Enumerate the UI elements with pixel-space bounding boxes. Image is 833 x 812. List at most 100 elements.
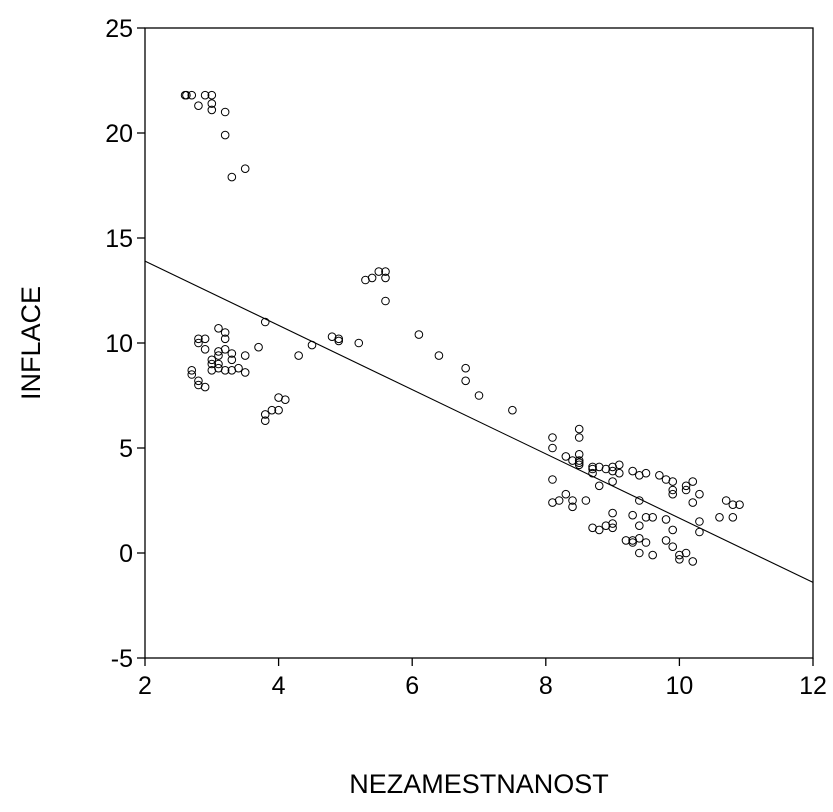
data-point: [194, 334, 203, 344]
y-tick-label: -5: [111, 645, 133, 673]
data-point: [614, 468, 624, 478]
data-points: [180, 90, 744, 566]
data-point: [200, 90, 210, 100]
data-point: [200, 334, 210, 344]
data-point: [207, 90, 217, 100]
data-point: [214, 324, 223, 333]
data-point: [574, 424, 584, 434]
data-point: [715, 513, 724, 522]
data-point: [461, 376, 470, 386]
x-tick-label: 8: [539, 672, 553, 700]
data-point: [200, 345, 210, 354]
y-tick-label: 20: [105, 120, 133, 148]
data-point: [461, 363, 470, 373]
data-point: [414, 330, 424, 339]
data-point: [240, 351, 250, 360]
y-tick-label: 15: [105, 225, 133, 253]
data-point: [260, 410, 270, 419]
data-point: [240, 368, 250, 377]
data-point: [648, 550, 657, 560]
data-point: [661, 515, 671, 524]
data-point: [207, 355, 217, 365]
data-point: [240, 164, 250, 173]
data-point: [227, 172, 237, 182]
data-point: [200, 382, 210, 392]
data-point: [548, 443, 557, 453]
data-point: [574, 460, 584, 470]
data-point: [661, 536, 671, 545]
data-point: [681, 485, 691, 495]
data-point: [182, 90, 191, 100]
data-point: [381, 296, 390, 306]
data-point: [274, 405, 283, 415]
x-tick-label: 6: [405, 672, 419, 700]
data-point: [574, 450, 584, 459]
data-point: [267, 405, 277, 415]
data-point: [381, 273, 390, 283]
data-point: [695, 489, 704, 499]
data-point: [561, 452, 571, 461]
data-point: [220, 130, 230, 140]
data-point: [574, 456, 584, 465]
data-point: [294, 351, 303, 360]
data-point: [474, 391, 484, 400]
data-point: [728, 513, 738, 522]
data-point: [548, 433, 557, 442]
data-point: [614, 460, 624, 470]
data-point: [688, 498, 698, 507]
data-point: [648, 513, 657, 522]
data-point: [220, 107, 230, 117]
data-point: [608, 519, 617, 528]
data-point: [220, 366, 230, 375]
data-point: [588, 462, 597, 472]
data-point: [354, 338, 364, 348]
data-point: [214, 359, 223, 369]
data-point: [721, 496, 731, 505]
data-point: [568, 496, 577, 505]
y-tick-label: 10: [105, 330, 133, 358]
regression-line: [144, 260, 814, 583]
data-point: [434, 351, 444, 360]
data-point: [227, 349, 237, 358]
y-axis: -5 0 5 10 15 20 25: [105, 15, 145, 673]
x-tick-label: 4: [272, 672, 286, 700]
data-point: [207, 99, 217, 108]
data-point: [681, 548, 691, 558]
plot-frame: [144, 27, 814, 659]
data-point: [334, 336, 344, 346]
data-point: [574, 458, 584, 468]
x-tick-label: 10: [665, 672, 693, 700]
y-tick-label: 25: [105, 15, 133, 43]
data-point: [381, 267, 390, 276]
data-point: [668, 485, 678, 495]
data-point: [280, 395, 290, 405]
data-point: [227, 355, 237, 365]
data-point: [561, 489, 571, 499]
data-point: [594, 525, 604, 535]
data-point: [641, 513, 651, 522]
data-point: [574, 433, 584, 442]
data-point: [608, 508, 617, 518]
data-point: [681, 481, 691, 491]
data-point: [207, 359, 217, 369]
data-point: [628, 510, 637, 520]
data-point: [668, 542, 678, 552]
data-point: [334, 334, 344, 344]
y-axis-title: INFLACE: [16, 286, 46, 400]
data-point: [194, 376, 203, 386]
data-point: [635, 521, 644, 531]
data-point: [367, 273, 377, 283]
data-point: [695, 517, 704, 526]
y-tick-label: 0: [119, 540, 133, 568]
data-point: [254, 342, 263, 352]
data-point: [594, 481, 604, 491]
data-point: [374, 267, 384, 276]
data-point: [668, 489, 678, 499]
data-point: [260, 416, 270, 426]
data-point: [655, 471, 664, 480]
data-point: [214, 351, 223, 360]
data-point: [234, 363, 243, 373]
data-point: [260, 317, 270, 327]
data-point: [194, 101, 203, 110]
data-point: [568, 502, 577, 512]
